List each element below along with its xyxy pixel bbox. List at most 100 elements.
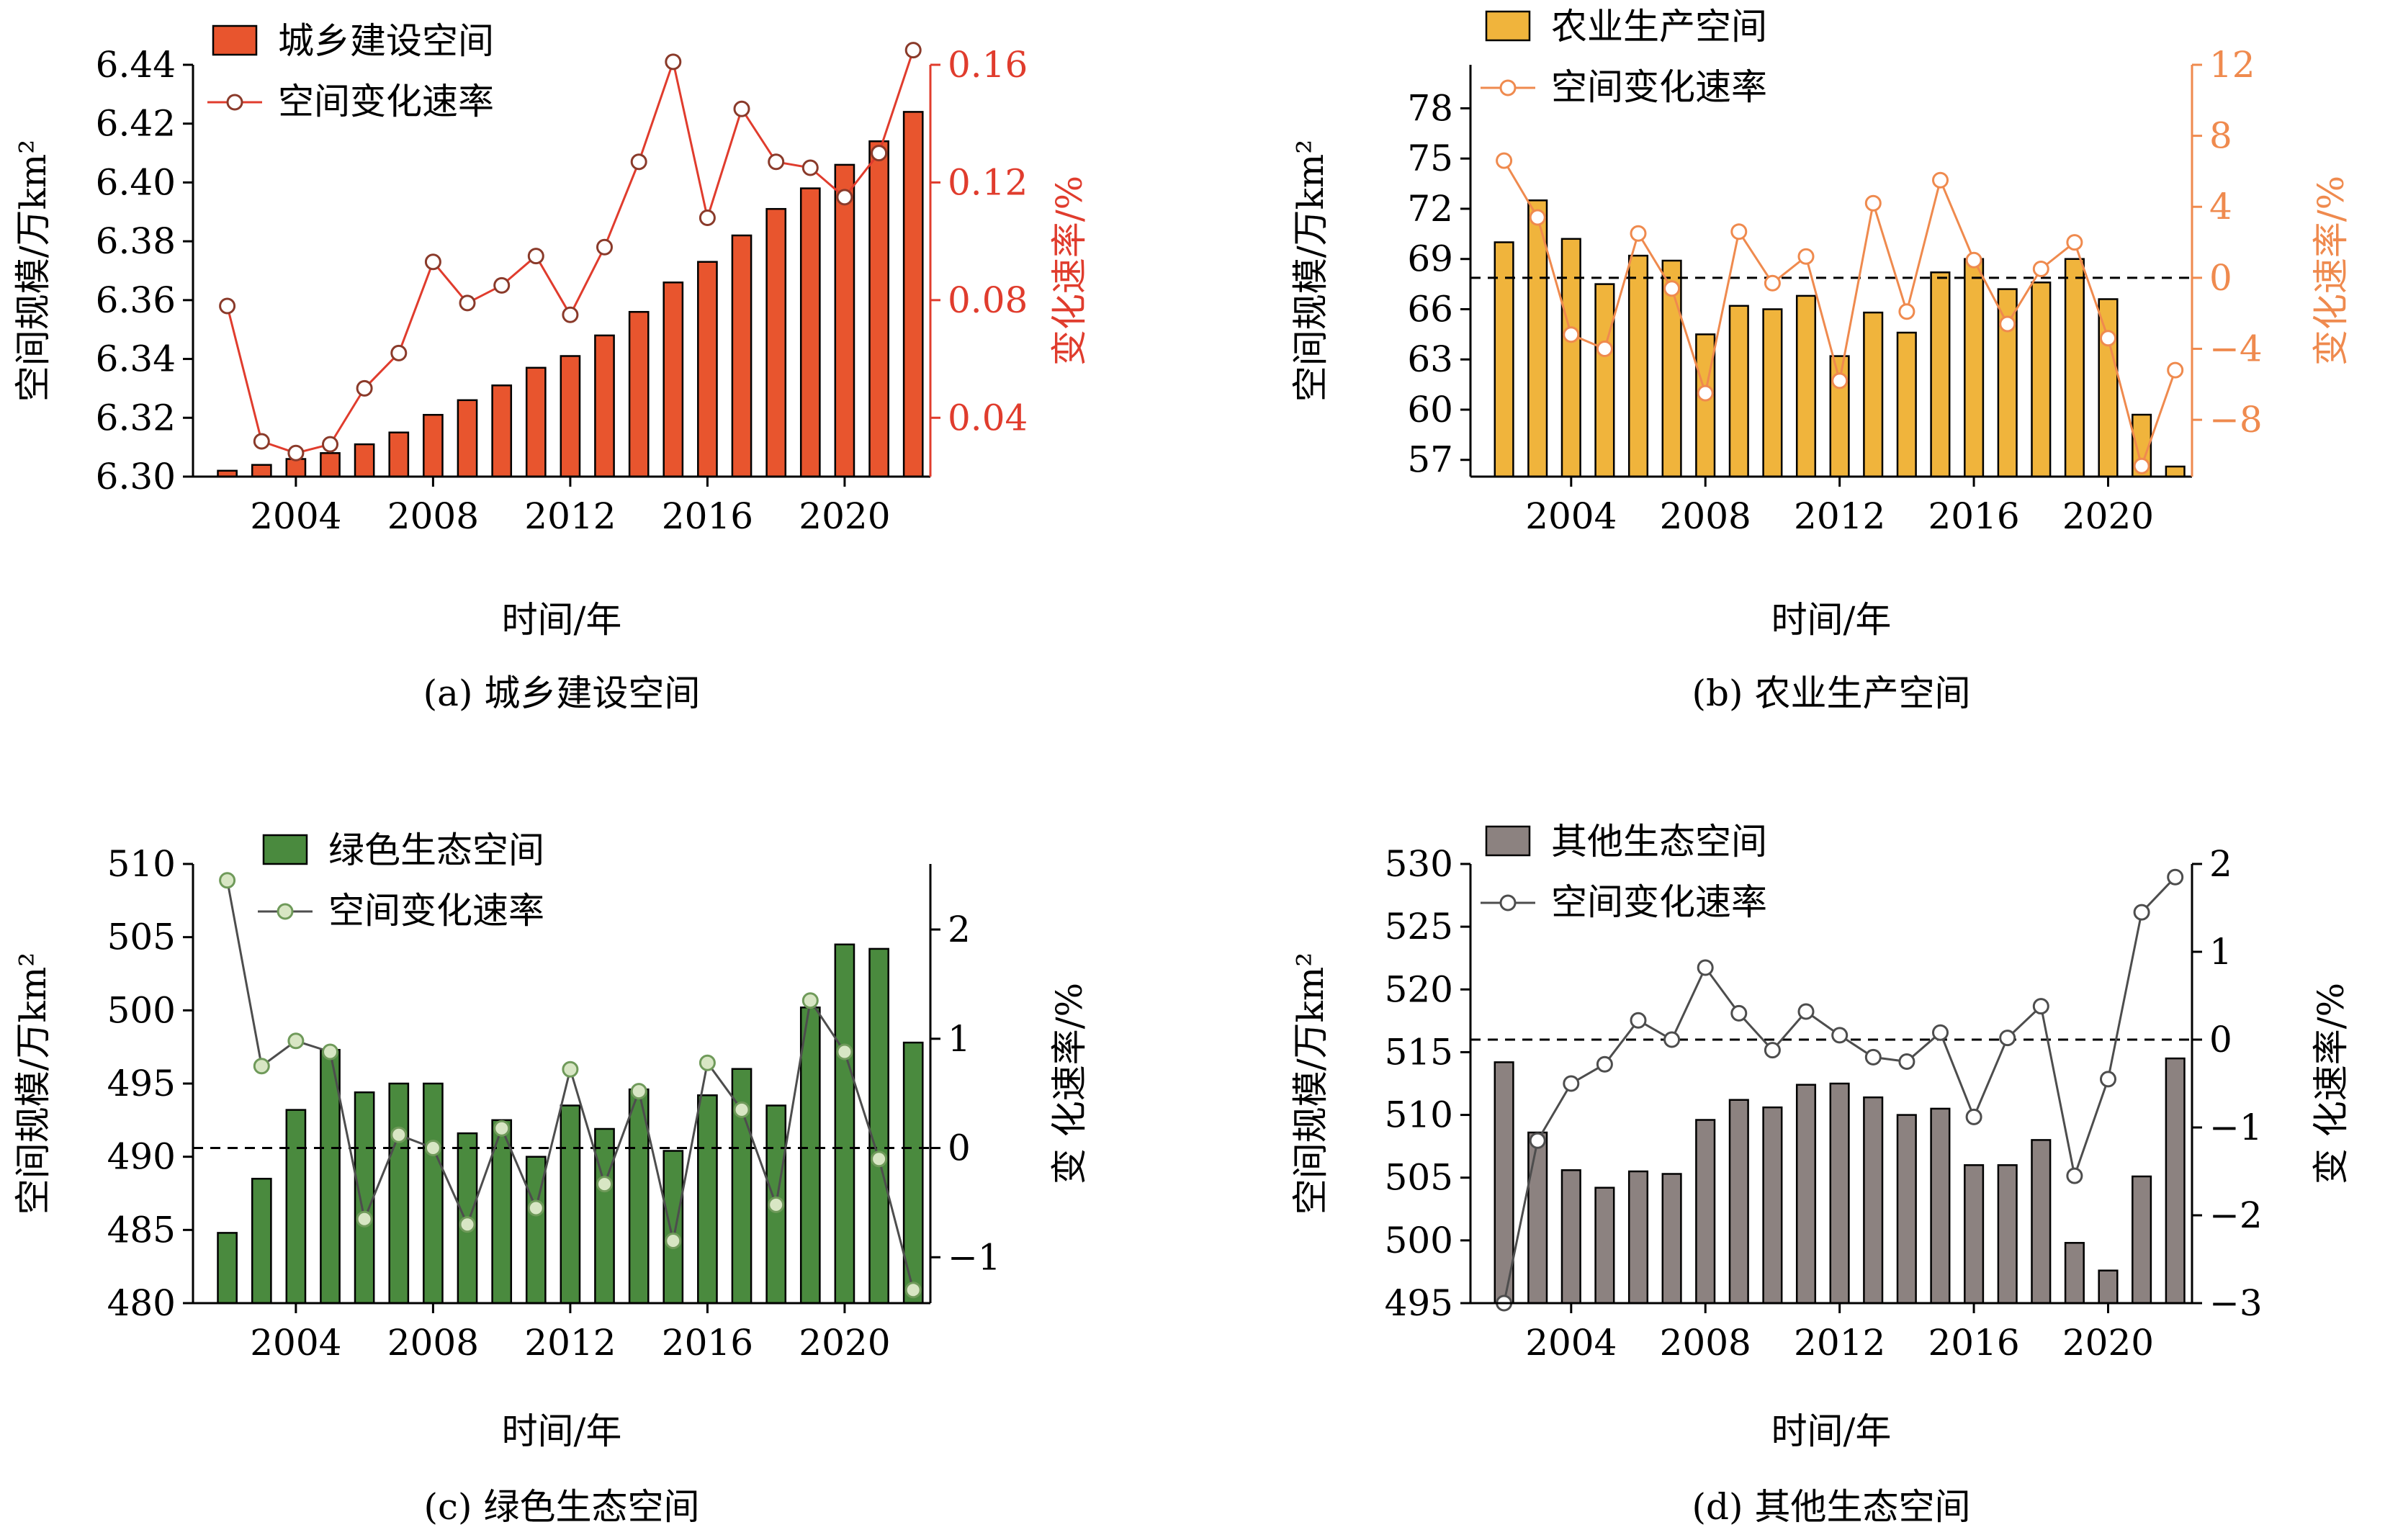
x-axis-title: 时间/年 (1771, 599, 1892, 641)
rate-point-2008 (1697, 384, 1714, 402)
rate-point-2012 (1831, 372, 1849, 389)
bar-2003 (1527, 1131, 1548, 1305)
bar-2009 (457, 399, 478, 478)
rate-point-2021 (871, 145, 888, 162)
rate-point-2022 (904, 42, 922, 59)
y-tick-label: 6.30 (96, 456, 176, 497)
y2-tick-label: 0 (2209, 1019, 2232, 1061)
x-tick-label: 2004 (250, 495, 341, 537)
legend-line-marker (1499, 894, 1517, 911)
legend-line-label: 空间变化速率 (278, 81, 494, 122)
y-tick-label: 57 (1407, 439, 1453, 481)
bar-2011 (525, 366, 547, 478)
y2-axis-title: 变 化速率/% (2310, 983, 2352, 1184)
legend-bar-swatch (262, 834, 308, 865)
rate-point-2010 (1764, 274, 1781, 292)
rate-point-2006 (356, 1210, 373, 1228)
rate-point-2002 (219, 297, 236, 315)
bar-2011 (1795, 1084, 1817, 1305)
x-tick-label: 2016 (662, 495, 753, 537)
y2-tick-label: −3 (2209, 1282, 2263, 1324)
rate-point-2011 (527, 248, 544, 265)
rate-point-2019 (801, 992, 819, 1009)
bar-2013 (1863, 1096, 1884, 1305)
y-axis-title: 空间规模/万km² (12, 140, 54, 402)
rate-point-2004 (1563, 1075, 1580, 1092)
x-tick-label: 2012 (1794, 495, 1885, 537)
bar-2009 (1728, 305, 1749, 478)
chart-panel-1: 6.30 6.32 6.34 6.36 6.38 6.40 6.42 6.44 0.04 0.08… (12, 20, 1090, 714)
chart-panel-2: 57 60 63 66 69 72 75 78 −8 −4 0 4 8 12 2004 2008 2012 201… (1290, 6, 2352, 714)
y2-axis-title: 变化速率/% (2310, 176, 2352, 366)
bar-2022 (2165, 465, 2186, 478)
y-tick-label: 63 (1407, 338, 1453, 380)
y2-axis-title: 变 化速率/% (1048, 983, 1090, 1184)
x-tick-label: 2012 (1794, 1322, 1885, 1364)
rate-point-2020 (2100, 1071, 2116, 1088)
y-tick-label: 530 (1385, 843, 1453, 885)
y-tick-label: 6.40 (96, 161, 176, 203)
y2-tick-label: −8 (2209, 399, 2263, 441)
rate-point-2009 (459, 1216, 476, 1233)
bar-2016 (1964, 258, 1985, 478)
rate-point-2021 (871, 1151, 888, 1168)
x-axis-title: 时间/年 (502, 1410, 622, 1452)
bar-2018 (2031, 282, 2052, 478)
bar-2005 (320, 452, 341, 478)
panel-caption: (d) 其他生态空间 (1692, 1486, 1971, 1528)
x-tick-label: 2008 (1660, 495, 1751, 537)
rate-point-2014 (630, 1083, 647, 1100)
y-tick-label: 6.32 (96, 397, 176, 438)
y-tick-label: 6.38 (96, 220, 176, 262)
bar-2008 (1695, 333, 1716, 478)
rate-point-2017 (1999, 1030, 2016, 1047)
x-tick-label: 2012 (524, 1322, 616, 1364)
rate-point-2012 (562, 1061, 579, 1078)
bar-2019 (2064, 1242, 2085, 1305)
y-tick-label: 520 (1385, 968, 1453, 1010)
y2-tick-label: 0.16 (948, 44, 1028, 86)
rate-point-2006 (356, 379, 373, 397)
rate-point-2015 (1932, 171, 1949, 189)
bar-2002 (1494, 1061, 1514, 1305)
legend-bar-label: 绿色生态空间 (328, 829, 544, 871)
y-tick-label: 510 (1385, 1094, 1453, 1136)
rate-point-2007 (390, 344, 408, 361)
legend-bar-label: 其他生态空间 (1551, 821, 1767, 863)
rate-point-2007 (390, 1126, 408, 1143)
panel-caption: (c) 绿色生态空间 (424, 1486, 700, 1528)
rate-point-2009 (459, 294, 476, 312)
rate-point-2010 (1764, 1042, 1781, 1059)
bar-2002 (1494, 241, 1514, 478)
bar-2013 (594, 334, 615, 478)
bar-2007 (1661, 1173, 1682, 1305)
bar-2021 (868, 140, 889, 478)
rate-point-2020 (836, 189, 853, 206)
x-tick-label: 2004 (1525, 1322, 1617, 1364)
rate-point-2003 (253, 1058, 270, 1075)
x-tick-label: 2016 (662, 1322, 753, 1364)
bar-2010 (491, 1119, 513, 1305)
y-tick-label: 78 (1407, 87, 1453, 129)
y-tick-label: 500 (1385, 1220, 1453, 1261)
rate-point-2007 (1663, 1031, 1681, 1048)
rate-point-2010 (493, 1120, 511, 1137)
y2-tick-label: −1 (948, 1236, 1001, 1278)
bar-2004 (285, 1109, 307, 1305)
bar-2019 (2064, 258, 2085, 478)
rate-point-2016 (699, 210, 716, 226)
panel-caption: (a) 城乡建设空间 (423, 672, 701, 714)
rate-point-2013 (1864, 1048, 1882, 1066)
rate-point-2014 (630, 153, 647, 171)
bar-2019 (799, 187, 821, 478)
y2-tick-label: 1 (948, 1018, 971, 1060)
bar-2016 (697, 1094, 718, 1305)
rate-point-2018 (768, 153, 785, 171)
rate-point-2021 (2133, 457, 2150, 474)
bar-2011 (1795, 294, 1817, 478)
y-tick-label: 505 (1385, 1157, 1453, 1199)
rate-point-2003 (253, 433, 270, 450)
y-axis-title: 空间规模/万km² (1290, 140, 1331, 402)
x-tick-label: 2012 (524, 495, 616, 537)
y2-tick-label: 8 (2209, 115, 2232, 157)
